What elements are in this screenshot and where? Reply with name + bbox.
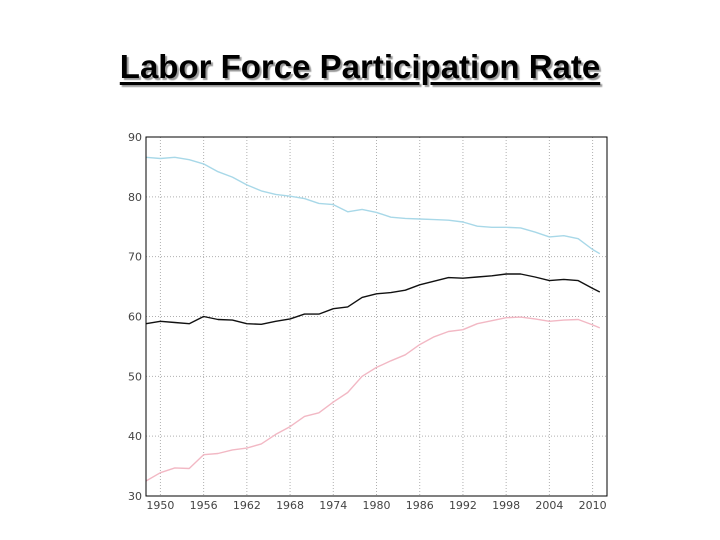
chart-grid (146, 137, 607, 496)
y-tick-label: 80 (128, 191, 142, 204)
x-tick-label: 2004 (535, 499, 563, 512)
x-tick-label: 1986 (406, 499, 434, 512)
series-line-2 (145, 273, 601, 325)
x-tick-label: 1950 (146, 499, 174, 512)
series-line-3 (145, 316, 601, 482)
x-tick-label: 2010 (579, 499, 607, 512)
series-line-1 (145, 156, 601, 255)
x-tick-label: 1968 (276, 499, 304, 512)
y-tick-label: 60 (128, 311, 142, 324)
y-tick-label: 30 (128, 490, 142, 503)
x-tick-label: 1992 (449, 499, 477, 512)
x-tick-label: 1980 (363, 499, 391, 512)
plot-frame (145, 136, 608, 497)
x-tick-label: 1998 (492, 499, 520, 512)
chart-ticks: 30 40 50 60 70 80 90 1950 1956 1962 1968 1974 1980 19… (128, 131, 607, 512)
chart-series (145, 156, 601, 482)
y-tick-label: 40 (128, 430, 142, 443)
x-tick-label: 1974 (319, 499, 347, 512)
x-tick-label: 1956 (190, 499, 218, 512)
x-tick-label: 1962 (233, 499, 261, 512)
slide-title: Labor Force Participation Rate (119, 48, 601, 85)
y-tick-label: 70 (128, 251, 142, 264)
y-tick-label: 50 (128, 370, 142, 383)
y-tick-label: 90 (128, 131, 142, 144)
